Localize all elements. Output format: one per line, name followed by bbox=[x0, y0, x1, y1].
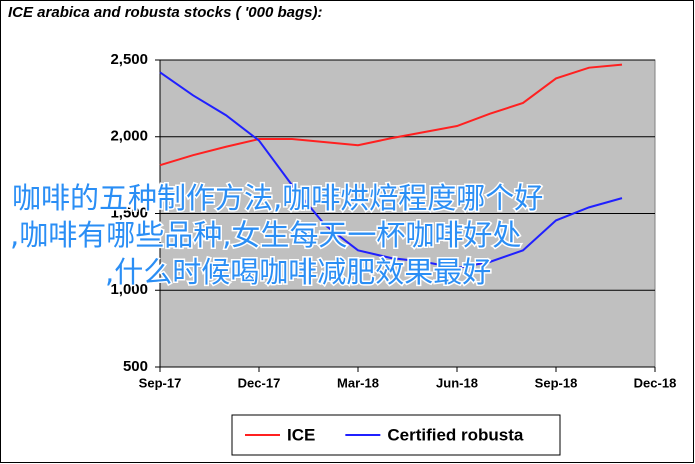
y-tick-label: 500 bbox=[123, 358, 148, 375]
y-tick-label: 2,500 bbox=[110, 51, 148, 68]
chart-title: ICE arabica and robusta stocks ( '000 ba… bbox=[8, 4, 323, 21]
series-line bbox=[159, 71, 623, 270]
x-tick-label: Dec-18 bbox=[634, 375, 677, 390]
y-tick-label: 2,000 bbox=[110, 128, 148, 145]
x-tick-label: Jun-18 bbox=[436, 375, 478, 390]
x-tick-label: Sep-18 bbox=[535, 375, 578, 390]
x-tick-label: Mar-18 bbox=[337, 375, 379, 390]
annotation: ,什么时候喝咖啡减肥效果最好 bbox=[105, 255, 491, 289]
x-tick-label: Dec-17 bbox=[238, 375, 281, 390]
y-tick-label: 1,000 bbox=[110, 281, 148, 298]
legend bbox=[231, 414, 561, 456]
legend-label: ICE bbox=[287, 425, 315, 444]
annotation: ,咖啡有哪些品种,女生每天一杯咖啡好处 bbox=[10, 218, 521, 252]
series-line bbox=[159, 63, 623, 167]
annotation: 咖啡的五种制作方法,咖啡烘焙程度哪个好 bbox=[12, 181, 543, 215]
y-tick-label: 1,500 bbox=[110, 204, 148, 221]
legend-label: Certified robusta bbox=[387, 425, 524, 444]
x-tick-label: Sep-17 bbox=[139, 375, 182, 390]
